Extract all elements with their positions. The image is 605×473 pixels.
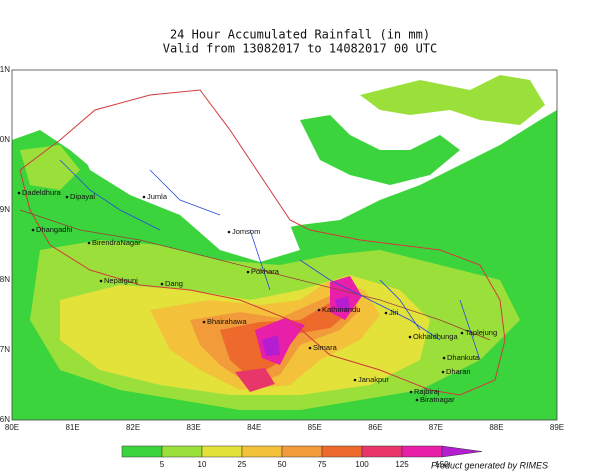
city-label: Dipayal <box>70 192 95 201</box>
colorbar-cell <box>361 445 403 458</box>
city-dot <box>384 311 388 315</box>
city-label: Nepalgunj <box>104 276 138 285</box>
colorbar-cell <box>441 445 483 458</box>
city-label: Taplejung <box>465 328 497 337</box>
city-dot <box>441 370 445 374</box>
lon-label: 80E <box>5 423 19 432</box>
lat-label: 31N <box>0 65 10 74</box>
colorbar-label: 5 <box>160 460 165 469</box>
lon-label: 81E <box>65 423 79 432</box>
city-label: Okhaldhunga <box>413 332 458 341</box>
city-dot <box>65 195 69 199</box>
city-dot <box>442 356 446 360</box>
city-dot <box>99 279 103 283</box>
city-label: Dadeldhura <box>22 188 62 197</box>
colorbar-label: 50 <box>278 460 287 469</box>
colorbar-label: 100 <box>355 460 369 469</box>
city-dot <box>31 228 35 232</box>
credit: Product generated by RIMES <box>431 460 548 470</box>
lon-label: 88E <box>489 423 503 432</box>
city-dot <box>408 335 412 339</box>
city-label: Dharan <box>446 367 471 376</box>
city-label: Biratnagar <box>420 395 455 404</box>
city-dot <box>460 331 464 335</box>
city-label: Dhangadhi <box>36 225 73 234</box>
lon-label: 82E <box>126 423 140 432</box>
city-dot <box>246 270 250 274</box>
rainfall-field <box>12 70 557 420</box>
city-dot <box>160 282 164 286</box>
colorbar-cell <box>401 445 443 458</box>
city-dot <box>415 398 419 402</box>
city-label: Janakpur <box>358 375 389 384</box>
lat-label: 30N <box>0 135 10 144</box>
city-label: Bhairahawa <box>207 317 247 326</box>
colorbar-label: 25 <box>238 460 247 469</box>
colorbar-label: 125 <box>395 460 409 469</box>
city-dot <box>308 346 312 350</box>
colorbar-cell <box>201 445 243 458</box>
city-dot <box>202 320 206 324</box>
city-dot <box>17 191 21 195</box>
colorbar-label: 150 <box>435 460 449 469</box>
lon-label: 86E <box>368 423 382 432</box>
lon-label: 87E <box>429 423 443 432</box>
city-label: Jomsom <box>232 227 260 236</box>
city-dot <box>142 195 146 199</box>
lon-label: 89E <box>550 423 564 432</box>
lat-label: 26N <box>0 415 10 424</box>
city-dot <box>317 308 321 312</box>
lat-label: 29N <box>0 205 10 214</box>
lat-label: 28N <box>0 275 10 284</box>
colorbar-cell <box>121 445 163 458</box>
colorbar-label: 75 <box>318 460 327 469</box>
city-label: BirendraNagar <box>92 238 141 247</box>
city-label: Kathmandu <box>322 305 360 314</box>
city-label: Simara <box>313 343 338 352</box>
lat-label: 27N <box>0 345 10 354</box>
colorbar-cell <box>321 445 363 458</box>
city-dot <box>227 230 231 234</box>
colorbar-label: 10 <box>198 460 207 469</box>
colorbar-cell <box>161 445 203 458</box>
lon-label: 83E <box>187 423 201 432</box>
city-dot <box>409 390 413 394</box>
city-label: Dhankuta <box>447 353 480 362</box>
map-frame <box>11 69 558 421</box>
lon-label: 85E <box>308 423 322 432</box>
lon-label: 84E <box>247 423 261 432</box>
city-dot <box>353 378 357 382</box>
subtitle: Valid from 13082017 to 14082017 00 UTC <box>163 42 438 56</box>
title: 24 Hour Accumulated Rainfall (in mm) <box>170 28 430 42</box>
city-label: Rajbiraj <box>414 387 440 396</box>
colorbar-cell <box>281 445 323 458</box>
city-label: Pokhara <box>251 267 280 276</box>
city-label: Dang <box>165 279 183 288</box>
city-dot <box>87 241 91 245</box>
colorbar-cell <box>241 445 283 458</box>
city-label: Jumla <box>147 192 168 201</box>
city-label: Jiri <box>389 308 399 317</box>
